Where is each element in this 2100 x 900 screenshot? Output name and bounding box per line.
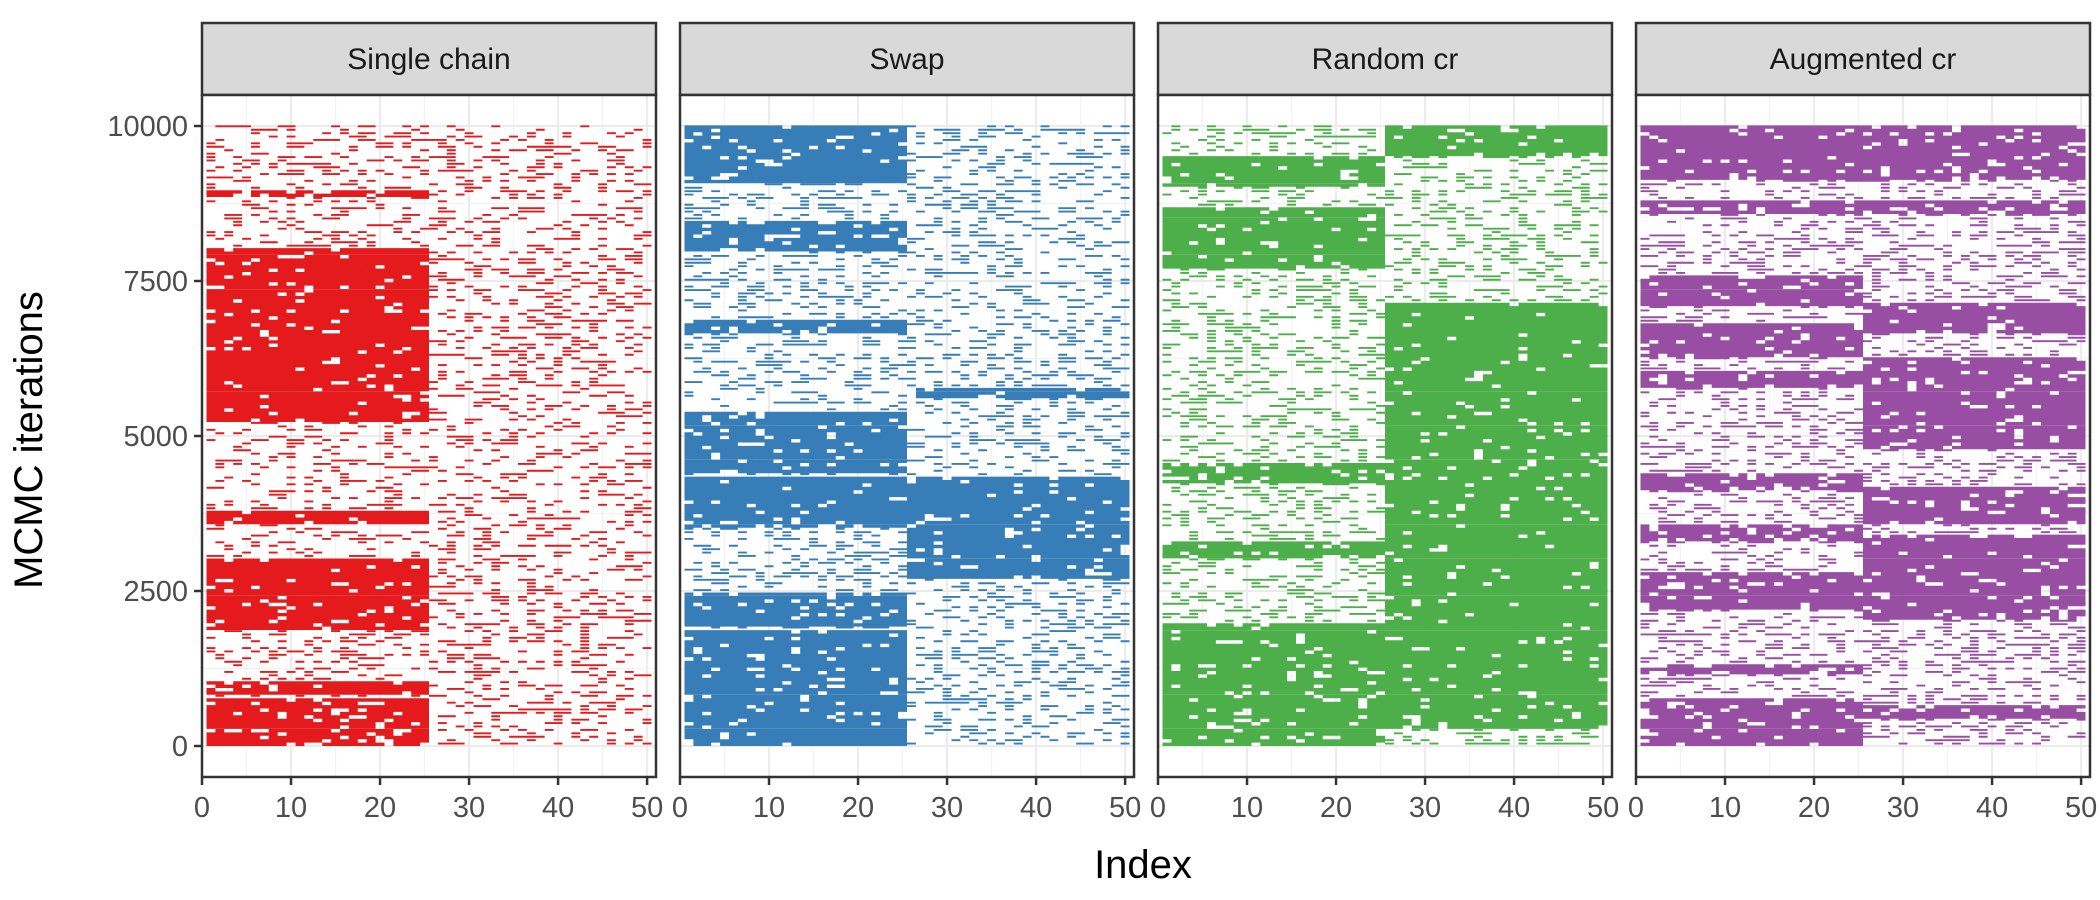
facet-panel: Augmented cr 0 10 20 30 40 50: [1628, 21, 2097, 824]
x-tick-label: 40: [1020, 792, 1052, 824]
facet-panel: Swap 0 10 20 30 40 50: [672, 21, 1141, 824]
facet-strip-label: Swap: [869, 43, 944, 76]
x-tick-label: 30: [1887, 792, 1919, 824]
y-tick-label: 5000: [123, 421, 188, 453]
facet-strip-label: Augmented cr: [1770, 43, 1957, 76]
x-axis-title: Index: [1094, 843, 1192, 887]
x-tick-label: 10: [753, 792, 785, 824]
x-tick-label: 20: [842, 792, 874, 824]
x-tick-label: 0: [672, 792, 688, 824]
facet-panel: Single chain 0 10 20 30 40 50: [194, 21, 663, 824]
x-tick-label: 50: [1587, 792, 1619, 824]
y-tick-label: 7500: [123, 266, 188, 298]
y-tick-label: 10000: [107, 111, 188, 143]
indicator-dashes: [1162, 125, 1608, 746]
panel-border: [678, 93, 1136, 779]
y-tick-label: 0: [172, 731, 188, 763]
x-tick-label: 40: [1976, 792, 2008, 824]
x-tick-label: 30: [931, 792, 963, 824]
facet-strip-label: Random cr: [1312, 43, 1459, 76]
facet-strip: [200, 21, 658, 97]
x-tick-label: 50: [631, 792, 663, 824]
facet-strip: [678, 21, 1136, 97]
x-tick-label: 20: [1798, 792, 1830, 824]
y-axis-title: MCMC iterations: [7, 291, 51, 589]
x-tick-label: 40: [1498, 792, 1530, 824]
panel-border: [1156, 93, 1614, 779]
panel-border: [1634, 93, 2092, 779]
x-tick-label: 40: [542, 792, 574, 824]
facet-strip-label: Single chain: [347, 43, 510, 76]
x-tick-label: 50: [2065, 792, 2097, 824]
x-tick-label: 0: [1150, 792, 1166, 824]
x-tick-label: 50: [1109, 792, 1141, 824]
x-tick-label: 30: [1409, 792, 1441, 824]
x-tick-label: 0: [1628, 792, 1644, 824]
facet-strip: [1156, 21, 1614, 97]
facet-panel: Random cr 0 10 20 30 40 50: [1150, 21, 1619, 824]
x-tick-label: 0: [194, 792, 210, 824]
y-axis: 0 2500 5000 7500 10000: [107, 111, 202, 763]
y-tick-label: 2500: [123, 576, 188, 608]
x-tick-label: 30: [453, 792, 485, 824]
x-tick-label: 10: [1709, 792, 1741, 824]
x-tick-label: 20: [1320, 792, 1352, 824]
x-tick-label: 10: [1231, 792, 1263, 824]
indicator-dashes: [206, 125, 652, 746]
x-tick-label: 20: [364, 792, 396, 824]
indicator-dashes: [684, 125, 1130, 746]
indicator-dashes: [1640, 125, 2086, 746]
x-tick-label: 10: [275, 792, 307, 824]
